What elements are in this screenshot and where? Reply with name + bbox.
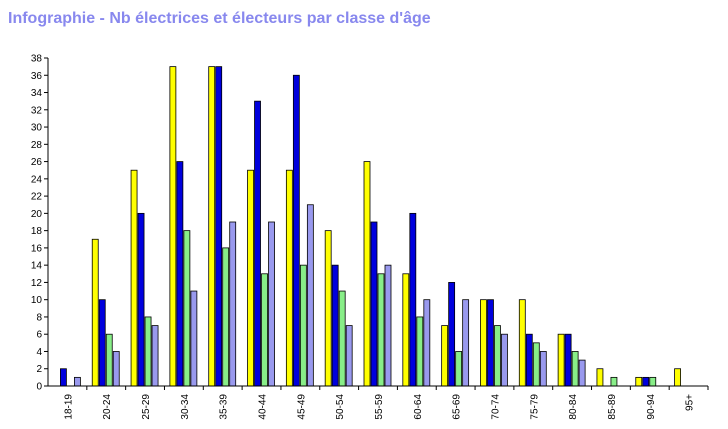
bar [222, 247, 230, 387]
bar [98, 299, 106, 387]
bar [525, 333, 533, 387]
x-tick-label: 60-64 [413, 394, 424, 420]
bar [448, 282, 456, 387]
y-tick-label: 12 [31, 278, 43, 289]
bar [642, 376, 650, 387]
bar [299, 264, 307, 387]
y-tick-label: 2 [36, 364, 42, 375]
x-tick-label: 75-79 [529, 394, 540, 420]
bar [370, 221, 378, 387]
chart-title: Infographie - Nb électrices et électeurs… [8, 10, 431, 27]
bar [306, 204, 314, 387]
bar [229, 221, 237, 387]
y-tick-label: 0 [36, 382, 42, 393]
bar [423, 299, 431, 387]
bar [377, 273, 385, 387]
bar [208, 66, 216, 387]
bar [151, 325, 159, 387]
bar [169, 66, 177, 387]
bar [539, 351, 547, 387]
bar [268, 221, 275, 387]
x-tick-label: 70-74 [490, 394, 501, 420]
bar [455, 351, 463, 387]
bar [137, 212, 145, 387]
bar [215, 66, 223, 387]
y-tick-label: 16 [31, 243, 43, 254]
x-tick-label: 90-94 [646, 394, 657, 420]
y-tick-label: 18 [31, 226, 43, 237]
y-tick-label: 6 [36, 330, 42, 341]
y-tick-label: 4 [36, 347, 42, 358]
bar [345, 325, 353, 387]
bar [130, 169, 138, 387]
bar [254, 100, 261, 387]
bar [402, 273, 410, 387]
y-tick-label: 32 [31, 105, 43, 116]
bar [105, 333, 113, 387]
bar [324, 230, 332, 387]
bar [292, 74, 300, 387]
y-tick-label: 8 [36, 312, 42, 323]
x-tick-label: 80-84 [568, 394, 579, 420]
bar [480, 299, 487, 387]
x-tick-label: 45-49 [296, 394, 307, 420]
bar [578, 359, 586, 387]
y-tick-label: 30 [31, 123, 43, 134]
y-tick-label: 36 [31, 71, 43, 82]
bar [462, 299, 470, 387]
bar [74, 376, 81, 387]
bar [338, 290, 346, 387]
x-tick-label: 30-34 [180, 394, 191, 420]
bar [571, 351, 579, 387]
bar [501, 333, 508, 387]
bar [183, 230, 191, 387]
x-tick-label: 95+ [685, 394, 696, 411]
x-tick-label: 20-24 [102, 394, 113, 420]
x-tick-label: 55-59 [374, 394, 385, 420]
y-tick-label: 24 [31, 174, 43, 185]
y-tick-label: 14 [31, 261, 43, 272]
y-tick-label: 20 [31, 209, 43, 220]
bar [649, 376, 657, 387]
bar [247, 169, 254, 387]
bar [190, 290, 198, 387]
bar [384, 264, 392, 387]
bar [144, 316, 152, 387]
y-tick-label: 34 [31, 88, 43, 99]
bar [487, 299, 494, 387]
x-tick-label: 18-19 [63, 394, 74, 420]
bar [285, 169, 293, 387]
y-tick-label: 22 [31, 192, 43, 203]
bar [416, 316, 424, 387]
bar [331, 264, 339, 387]
bar [532, 342, 540, 387]
bar [112, 351, 120, 387]
y-tick-label: 26 [31, 157, 43, 168]
x-tick-label: 40-44 [258, 394, 269, 420]
y-tick-label: 10 [31, 295, 43, 306]
bar [635, 376, 643, 387]
y-tick-label: 38 [31, 54, 43, 65]
bar [557, 333, 565, 387]
bar [596, 368, 604, 387]
x-tick-label: 50-54 [335, 394, 346, 420]
bar [610, 376, 618, 387]
x-tick-label: 25-29 [141, 394, 152, 420]
bar [494, 325, 501, 387]
bar [409, 212, 417, 387]
x-tick-label: 85-89 [607, 394, 618, 420]
bar [60, 368, 67, 387]
bar [518, 299, 526, 387]
bar [91, 238, 99, 387]
bar [176, 161, 184, 387]
bar [261, 273, 268, 387]
bar [441, 325, 449, 387]
x-tick-label: 35-39 [219, 394, 230, 420]
bar [674, 368, 681, 387]
bar [363, 161, 371, 387]
y-tick-label: 28 [31, 140, 43, 151]
x-tick-label: 65-69 [452, 394, 463, 420]
bar [564, 333, 572, 387]
